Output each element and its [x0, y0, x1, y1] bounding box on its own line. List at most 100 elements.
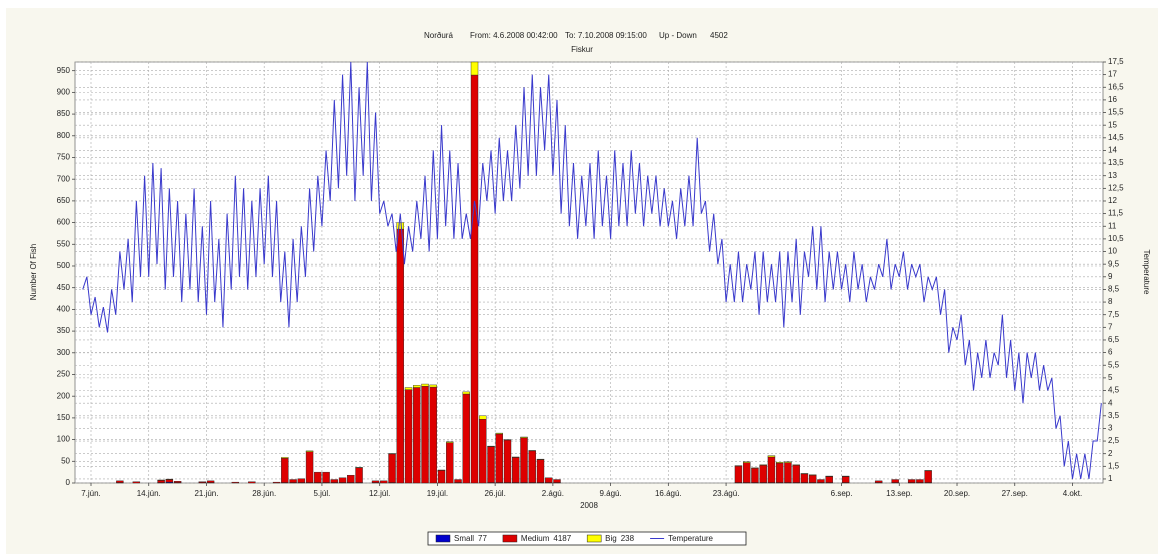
x-tick-label: 16.ágú. [655, 489, 682, 498]
bar [116, 480, 124, 483]
bar [528, 450, 536, 483]
bar [495, 433, 503, 483]
y2-tick-label: 7 [1108, 322, 1113, 331]
bar [825, 476, 833, 483]
temperature-line [82, 61, 1102, 480]
bar [495, 432, 503, 435]
y2-tick-label: 4 [1108, 398, 1113, 407]
y-tick-label: 650 [57, 196, 71, 205]
y2-tick-label: 16,5 [1108, 82, 1124, 91]
bar [775, 462, 784, 483]
y-tick-label: 850 [57, 109, 71, 118]
y-tick-label: 700 [57, 174, 71, 183]
bar [479, 418, 487, 484]
bar [734, 465, 743, 483]
y-tick-label: 600 [57, 218, 71, 227]
bar [281, 457, 289, 459]
y-tick-label: 350 [57, 326, 71, 335]
bar [132, 481, 141, 484]
bar [462, 393, 470, 484]
bar [330, 479, 339, 483]
x-tick-label: 7.jún. [81, 489, 101, 498]
bar [891, 479, 899, 483]
bar [429, 386, 437, 484]
x-tick-label: 9.ágú. [599, 489, 621, 498]
y2-tick-label: 1 [1108, 474, 1113, 483]
bar [874, 480, 883, 483]
y2-tick-label: 8,5 [1108, 285, 1120, 294]
bar [512, 457, 520, 483]
y2-tick-label: 16 [1108, 95, 1117, 104]
y-tick-label: 800 [57, 131, 71, 140]
bar [380, 480, 388, 484]
bar [742, 462, 751, 483]
bar [421, 386, 429, 484]
bar [396, 228, 404, 484]
bar [173, 481, 182, 483]
x-tick-label: 26.júl. [484, 489, 505, 498]
y2-tick-label: 17,5 [1108, 57, 1124, 66]
bar [388, 453, 396, 483]
y2-tick-label: 9,5 [1108, 259, 1120, 268]
bar [536, 459, 545, 483]
legend-label: Small [454, 534, 474, 543]
bar [800, 473, 809, 483]
y2-tick-label: 4,5 [1108, 386, 1120, 395]
bar [272, 481, 281, 484]
y-tick-label: 250 [57, 370, 71, 379]
y2-tick-label: 14 [1108, 146, 1117, 155]
y2-tick-label: 11 [1108, 221, 1117, 230]
legend-label: Medium [521, 534, 550, 543]
x-tick-label: 5.júl. [313, 489, 330, 498]
bar [355, 467, 363, 483]
bar [297, 478, 306, 483]
bar [751, 468, 759, 483]
y2-tick-label: 3,5 [1108, 411, 1120, 420]
bar [413, 387, 421, 484]
y2-tick-label: 2,5 [1108, 436, 1120, 445]
bar [322, 471, 330, 483]
legend-swatch [435, 534, 451, 543]
bar [157, 480, 165, 483]
bar [314, 471, 322, 483]
x-tick-label: 19.júl. [427, 489, 448, 498]
bar [446, 441, 454, 443]
y2-tick-label: 12,5 [1108, 183, 1124, 192]
bar [404, 389, 413, 484]
y2-tick-label: 15,5 [1108, 108, 1124, 117]
bar [775, 461, 784, 464]
bar [767, 455, 776, 458]
bar [808, 474, 817, 483]
y2-tick-label: 1,5 [1108, 461, 1120, 470]
y2-tick-label: 2 [1108, 449, 1113, 458]
y2-tick-label: 13 [1108, 171, 1117, 180]
legend-total: 4187 [553, 534, 571, 543]
bar [437, 470, 446, 484]
y2-tick-label: 6 [1108, 348, 1113, 357]
y2-tick-label: 14,5 [1108, 133, 1124, 142]
bar [338, 477, 347, 483]
bar [742, 461, 751, 463]
x-tick-label: 14.jún. [137, 489, 161, 498]
bar [462, 391, 470, 395]
y-tick-label: 200 [57, 391, 71, 400]
bar [421, 383, 429, 387]
y2-tick-label: 6,5 [1108, 335, 1120, 344]
legend-swatch [586, 534, 602, 543]
from-text: From: 4.6.2008 00:42:00 [470, 31, 558, 40]
y-tick-label: 550 [57, 239, 71, 248]
legend-swatch [502, 534, 518, 543]
bar [784, 462, 792, 483]
y-tick-label: 300 [57, 348, 71, 357]
y-tick-label: 500 [57, 261, 71, 270]
y2-tick-label: 3 [1108, 424, 1113, 433]
updown-label: Up - Down [659, 31, 697, 40]
bar [305, 451, 314, 483]
y-tick-label: 750 [57, 153, 71, 162]
bar [470, 74, 479, 484]
bar [817, 479, 825, 483]
x-tick-label: 6.sep. [831, 489, 853, 498]
y-tick-label: 150 [57, 413, 71, 422]
